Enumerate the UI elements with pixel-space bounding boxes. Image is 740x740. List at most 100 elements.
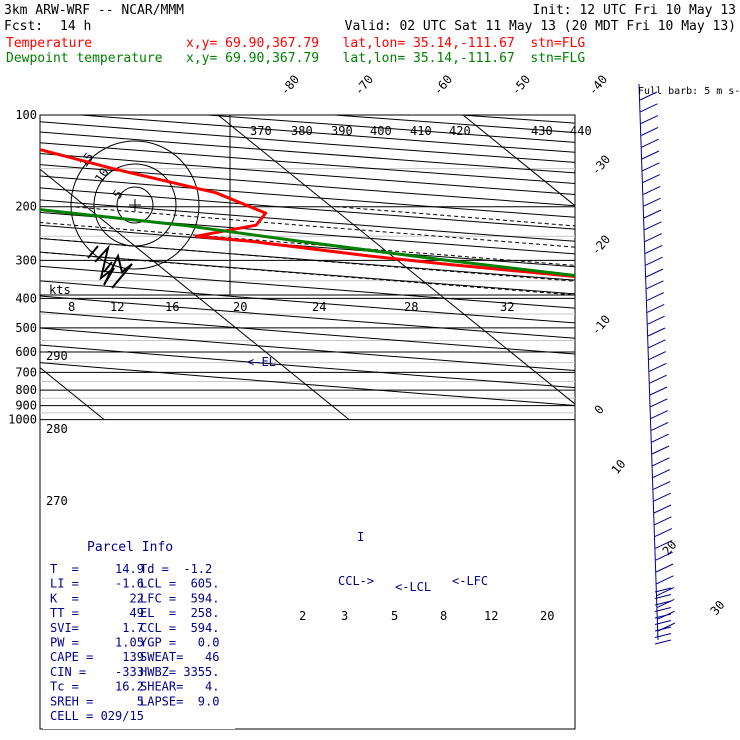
wind-barb <box>654 594 672 599</box>
mixing-ratio-label: 8 <box>440 609 447 623</box>
pressure-tick-label: 1000 <box>8 413 37 427</box>
wind-barb <box>654 639 672 645</box>
wind-barb <box>642 185 661 195</box>
theta-label: 280 <box>46 422 68 436</box>
pressure-tick-label: 600 <box>15 345 37 359</box>
wind-barb <box>654 607 672 612</box>
wind-barb <box>645 244 663 254</box>
wind-barb <box>654 600 672 606</box>
mixing-ratio-label: 2 <box>299 609 306 623</box>
theta-label: 440 <box>570 124 592 138</box>
temperature-tick-label: -30 <box>589 152 614 178</box>
index-value: SHEAR= 4. <box>140 680 219 694</box>
wind-barb <box>648 339 666 349</box>
hodograph-trace <box>87 245 113 273</box>
dry-adiabat <box>40 142 575 184</box>
pressure-tick-label: 200 <box>15 200 37 214</box>
pressure-tick-label: 700 <box>15 365 37 379</box>
hodograph-ring <box>116 186 154 224</box>
wind-barb <box>647 327 666 337</box>
index-label: LI = -1.6 <box>50 577 144 591</box>
wind-barb <box>654 587 672 593</box>
parcel-info-panel: Parcel Info T = 14.9Td = -1.2LI = -1.6LC… <box>43 536 235 729</box>
temperature-tick-label: -40 <box>586 72 611 98</box>
dry-adiabat <box>715 115 740 420</box>
wind-barb <box>654 528 673 538</box>
dry-adiabat <box>40 224 575 268</box>
index-value: Td = -1.2 <box>140 562 212 576</box>
dry-adiabat <box>40 152 575 195</box>
index-value: HWBZ= 3355. <box>140 665 219 679</box>
index-value: EL = 258. <box>140 606 219 620</box>
wind-barbs: Full barb: 5 m s-1 <box>638 83 740 645</box>
valid-time: Valid: 02 UTC Sat 11 May 13 (20 MDT Fri … <box>345 19 736 34</box>
index-label: K = 22 <box>50 591 144 605</box>
wind-barb <box>646 292 665 302</box>
index-value: CCL = 594. <box>140 621 219 635</box>
index-label: SREH = 5 <box>50 694 144 708</box>
hodograph-ring <box>93 163 177 247</box>
wind-barb <box>651 445 670 455</box>
index-label: TT = 49 <box>50 606 144 620</box>
isotherm-line <box>40 366 105 420</box>
temperature-tick-label: -60 <box>431 72 456 98</box>
profiles <box>40 148 575 279</box>
temperature-tick-label: -20 <box>589 232 614 258</box>
wind-barb <box>645 268 664 278</box>
model-title: 3km ARW-WRF -- NCAR/MMM <box>4 3 184 18</box>
pressure-tick-label: 900 <box>15 399 37 413</box>
parcel-marker: I <box>357 530 364 544</box>
wind-barb <box>657 598 675 608</box>
dry-adiabat <box>40 187 575 230</box>
forecast-hour: 14 h <box>60 19 91 34</box>
temperature-tick-label: -70 <box>352 72 377 98</box>
temperature-tick-label: 30 <box>708 598 728 618</box>
index-value: LFC = 594. <box>140 591 219 605</box>
hodograph-axis-label: 32 <box>500 300 514 314</box>
mixing-ratio-label: 3 <box>341 609 348 623</box>
wind-barb <box>649 374 667 384</box>
wind-barb <box>655 539 673 549</box>
index-value: LAPSE= 9.0 <box>140 694 219 708</box>
lfc-marker: <-LFC <box>452 574 488 588</box>
wind-barb <box>642 162 660 172</box>
temperature-tick-label: -10 <box>589 312 614 338</box>
wind-barb <box>640 115 659 125</box>
hodograph-ring-label: 10 <box>92 165 112 185</box>
lcl-marker: <-LCL <box>395 580 431 594</box>
theta-label: 370 <box>250 124 272 138</box>
pressure-tick-label: 400 <box>15 291 37 305</box>
hodograph-axis-label: 12 <box>110 300 124 314</box>
wind-barb <box>656 575 674 585</box>
wind-barb <box>654 626 672 632</box>
wind-barb <box>649 362 667 372</box>
temperature-tick-label: -50 <box>509 72 534 98</box>
isotherm-line <box>40 168 350 420</box>
wind-barb <box>655 551 673 561</box>
wind-barb <box>653 504 672 514</box>
wind-scale-label: Full barb: 5 m s-1 <box>638 86 740 97</box>
theta-label: 380 <box>291 124 313 138</box>
index-label: Tc = 16.2 <box>50 680 144 694</box>
wind-barb <box>652 457 670 467</box>
dry-adiabat <box>40 295 575 339</box>
hodograph-axis-label: 28 <box>404 300 418 314</box>
moist-adiabat <box>40 237 575 282</box>
hodograph-ring-label: 5 <box>110 187 126 201</box>
dry-adiabat <box>40 265 575 309</box>
index-label: CIN = -333 <box>50 665 144 679</box>
hodograph-trace <box>94 244 133 289</box>
wind-barb <box>650 398 668 408</box>
index-label: SVI= 1.7 <box>50 621 144 635</box>
wind-barb <box>645 256 663 266</box>
index-value: LCL = 605. <box>140 577 219 591</box>
dry-adiabat <box>40 131 575 174</box>
wind-barb <box>654 516 672 526</box>
wind-barb <box>640 126 659 136</box>
pressure-tick-label: 100 <box>15 108 37 122</box>
wind-barb <box>647 303 665 313</box>
mixing-ratio-label: 20 <box>540 609 554 623</box>
theta-label: 420 <box>449 124 471 138</box>
wind-barb <box>642 174 661 184</box>
pressure-tick-label: 800 <box>15 383 37 397</box>
